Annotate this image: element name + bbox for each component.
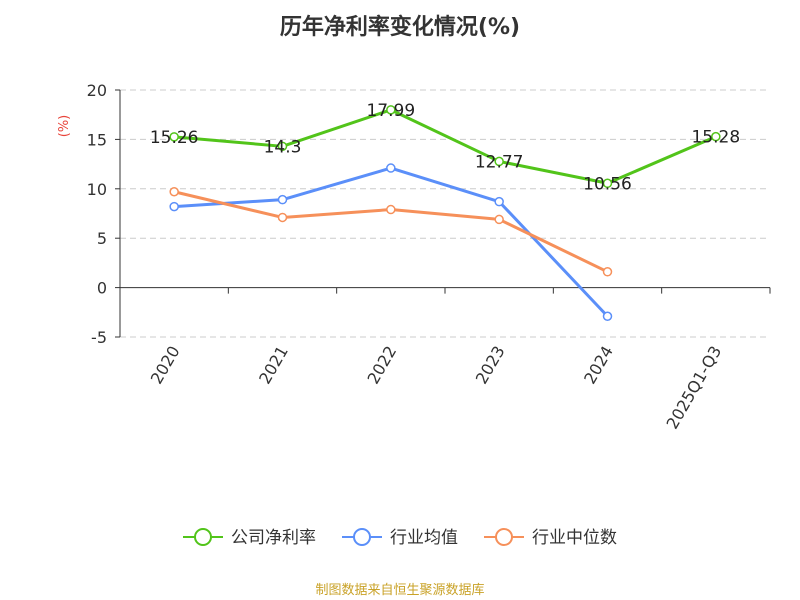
data-point (602, 267, 613, 277)
legend-label: 行业中位数 (532, 528, 617, 548)
y-tick-label: 15 (87, 130, 107, 149)
x-tick-label: 2021 (255, 343, 292, 388)
legend-item[interactable]: 行业均值 (342, 528, 458, 548)
x-tick-label: 2020 (147, 343, 184, 388)
legend-item[interactable]: 行业中位数 (483, 528, 617, 548)
x-tick-label: 2023 (472, 342, 509, 387)
x-tick-label: 2025Q1-Q3 (663, 343, 726, 433)
y-tick-label: 20 (87, 81, 107, 100)
x-tick-label: 2024 (580, 343, 617, 388)
data-labels: 15.26 14.3 17.99 12.77 10.56 15.28 (150, 101, 740, 194)
data-point (277, 194, 288, 205)
data-point (386, 204, 396, 215)
x-tick-label: 2022 (363, 343, 400, 388)
y-tick-label: 0 (97, 279, 107, 298)
data-point (494, 214, 504, 225)
source-note: 制图数据来自恒生聚源数据库 (315, 582, 484, 598)
series-line (174, 166, 609, 318)
data-point (386, 105, 396, 115)
data-point (277, 141, 288, 152)
data-point (169, 132, 179, 142)
legend-item[interactable]: 公司净利率 (183, 528, 316, 548)
data-label: 15.26 (150, 128, 199, 148)
series-line (174, 108, 717, 185)
legend-swatch-marker (353, 528, 372, 546)
data-point (277, 212, 288, 223)
data-point (169, 187, 179, 197)
data-label: 12.77 (475, 152, 524, 172)
series-2 (169, 187, 613, 277)
legend-swatch-marker (494, 528, 513, 546)
data-label: 14.3 (264, 137, 302, 157)
series-0 (169, 105, 721, 189)
legend: 公司净利率 行业均值 行业中位数 (183, 528, 617, 548)
y-axis-label: (%) (57, 115, 72, 138)
data-point (494, 156, 504, 167)
y-tick-label: 10 (87, 180, 107, 199)
series-1 (169, 163, 613, 322)
grid-lines (120, 89, 770, 338)
data-point (386, 163, 396, 173)
legend-label: 行业均值 (390, 528, 458, 548)
data-label: 15.28 (691, 128, 740, 148)
chart-title: 历年净利率变化情况(%) (280, 14, 520, 40)
data-label: 10.56 (583, 174, 632, 194)
data-point (602, 178, 613, 189)
data-point (169, 201, 179, 212)
y-tick-label: -5 (91, 328, 107, 347)
data-point (494, 196, 504, 207)
legend-swatch-marker (194, 528, 213, 546)
series-lines (169, 105, 721, 322)
y-tick-label: 5 (97, 229, 107, 248)
data-point (602, 311, 613, 322)
data-point (711, 131, 721, 142)
legend-label: 公司净利率 (231, 528, 316, 548)
data-label: 17.99 (366, 101, 415, 121)
